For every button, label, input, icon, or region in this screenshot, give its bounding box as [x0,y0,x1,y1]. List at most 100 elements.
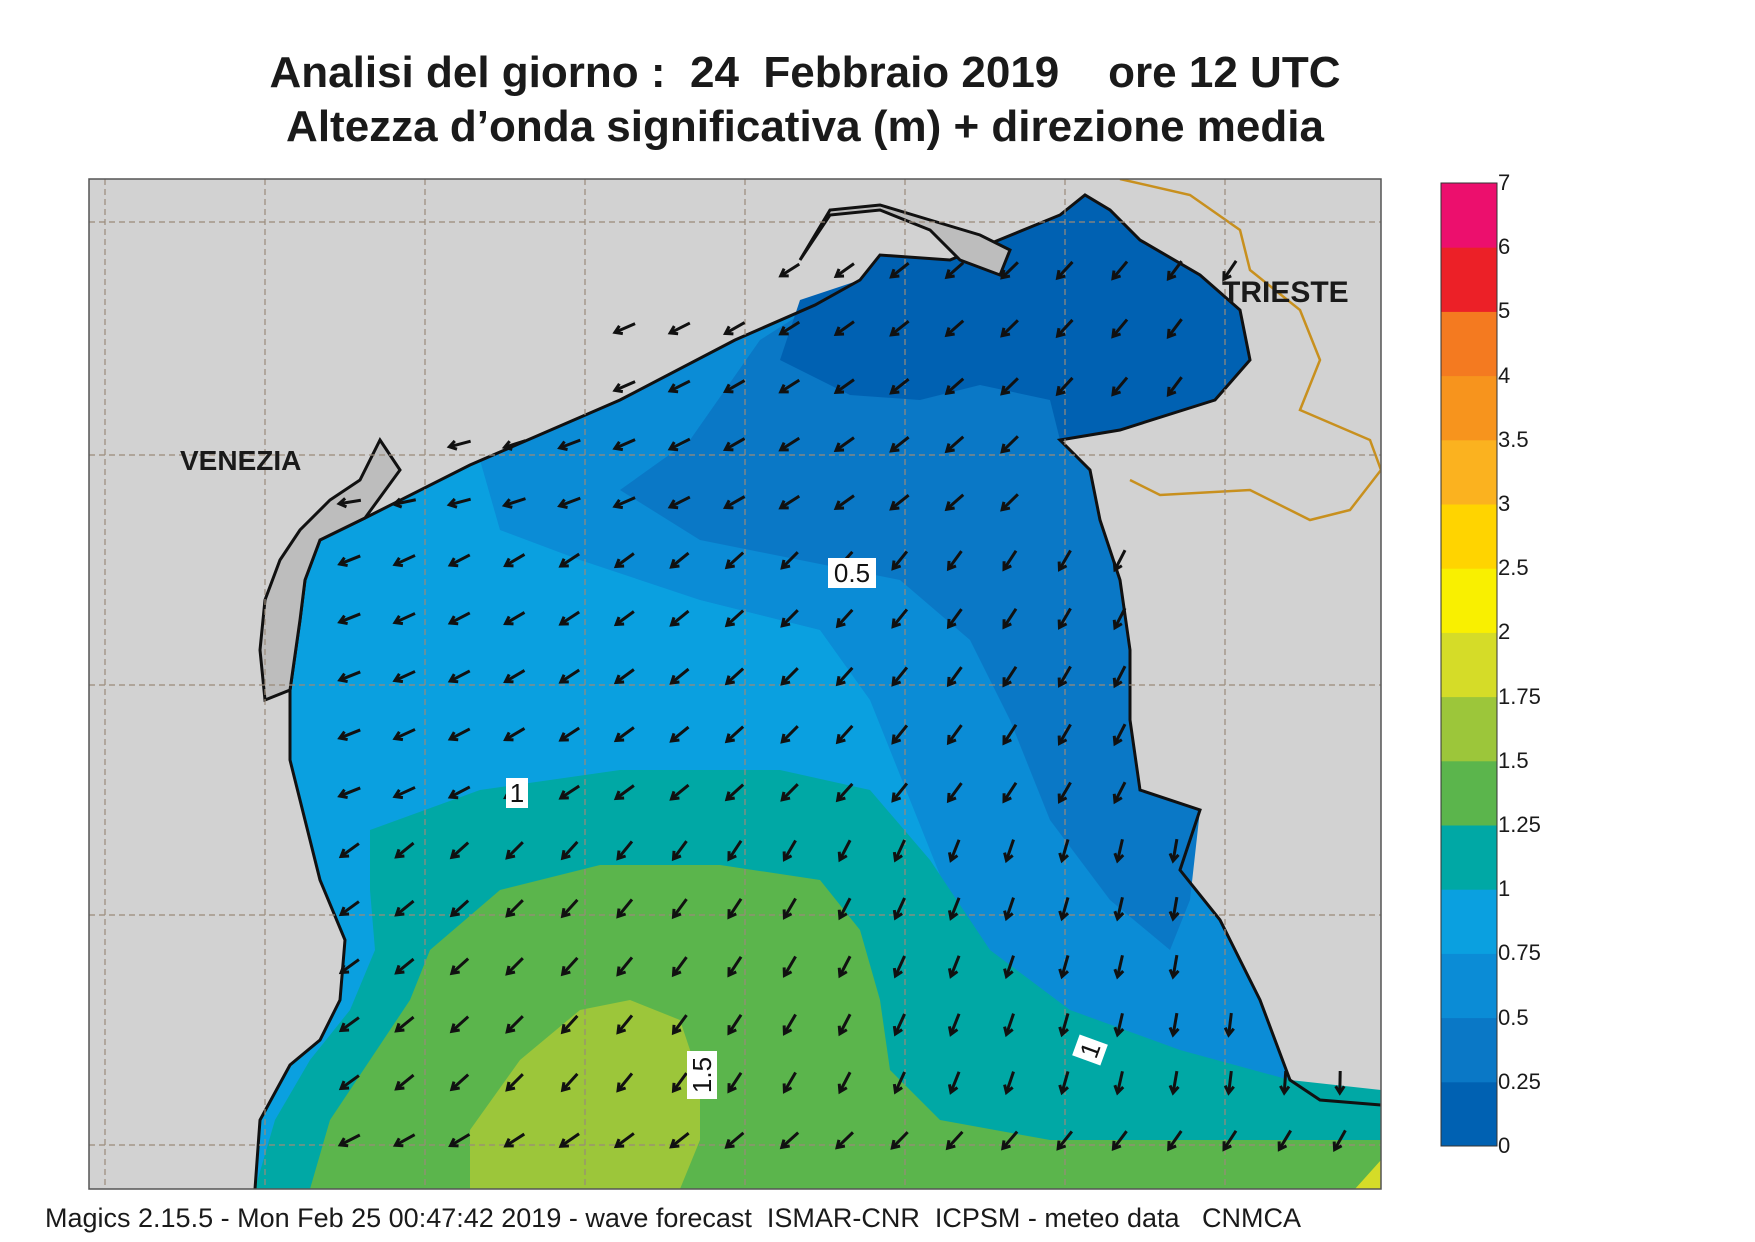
direction-arrowhead [612,382,624,394]
direction-arrow [615,668,635,684]
grado-lagoon [798,203,1012,277]
direction-arrow [669,379,691,393]
direction-arrowhead [780,791,791,802]
direction-arrow [779,436,801,452]
direction-arrowhead [392,673,404,684]
direction-arrow [949,897,961,919]
direction-arrowhead [1058,852,1069,864]
direction-arrowhead [1058,1084,1069,1096]
direction-arrow [947,724,963,744]
direction-arrowhead [778,384,789,394]
direction-arrowhead [447,673,459,684]
direction-arrowhead [1000,385,1011,396]
direction-arrow [891,666,909,686]
direction-arrowhead [779,1139,790,1150]
direction-arrow [339,612,361,624]
direction-arrow [725,783,745,801]
direction-arrow [614,322,636,334]
direction-arrow [616,956,634,976]
direction-arrow [395,841,415,859]
direction-arrow [1171,1070,1179,1094]
direction-arrowhead [616,966,627,977]
direction-arrowhead [667,325,679,336]
direction-arrowhead [338,906,350,917]
direction-arrow [614,380,636,392]
direction-arrow [894,897,906,919]
direction-arrow [504,497,526,507]
colorbar-segment [1441,1017,1497,1083]
direction-arrow [340,958,360,974]
direction-arrowhead [946,560,957,572]
direction-arrow [838,1071,852,1093]
direction-arrow [945,319,965,337]
direction-arrow [835,262,855,278]
direction-arrowhead [503,1138,514,1148]
direction-arrowhead [1003,852,1014,864]
direction-arrowhead [778,268,789,278]
direction-arrowhead [616,1082,627,1093]
direction-arrowhead [1057,793,1068,804]
direction-arrowhead [944,385,955,396]
direction-arrowhead [835,618,846,629]
direction-arrow [945,261,965,279]
svg-text:1.5: 1.5 [687,1057,717,1093]
direction-arrow [727,1013,743,1035]
direction-arrowhead [394,1080,405,1091]
direction-arrow [1060,1071,1070,1093]
direction-arrowhead [724,1139,735,1149]
direction-arrowhead [337,730,348,742]
direction-arrowhead [727,967,737,978]
direction-arrow [1171,954,1179,978]
direction-arrowhead [557,498,568,509]
direction-arrow [779,494,801,510]
direction-arrowhead [1003,1026,1014,1038]
direction-arrowhead [947,910,959,921]
direction-arrow [504,727,526,741]
direction-arrowhead [1111,270,1122,281]
direction-arrowhead [1113,968,1125,980]
direction-arrowhead [947,852,959,863]
city-label-venezia: VENEZIA [180,445,301,476]
direction-arrowhead [1002,561,1012,572]
direction-arrow [672,956,688,976]
direction-arrow [835,378,855,394]
direction-arrow [891,782,909,802]
direction-arrow [727,897,743,919]
direction-arrowhead [1057,735,1068,746]
direction-arrowhead [892,967,903,979]
direction-arrowhead [560,1082,571,1093]
direction-arrowhead [780,675,791,686]
direction-arrowhead [669,558,680,569]
direction-arrowhead [947,1026,959,1037]
direction-arrowhead [782,851,793,862]
direction-arrowhead [505,1023,516,1034]
direction-arrow [394,1133,416,1147]
direction-arrowhead [671,850,682,862]
direction-arrowhead [889,384,900,395]
colorbar-segment [1441,183,1497,248]
direction-arrowhead [557,440,568,451]
direction-arrow [779,262,801,278]
direction-arrow [615,552,635,568]
direction-arrowhead [1000,327,1011,338]
colorbar-segment [1441,953,1497,1019]
direction-arrowhead [833,500,845,511]
direction-arrowhead [392,557,404,568]
direction-arrowhead [1000,269,1011,280]
direction-arrow [395,899,415,917]
colorbar-tick-label: 1 [1498,876,1511,902]
title-line-2: Altezza d’onda significativa (m) + direz… [286,102,1324,151]
zone-175-2 [1355,1160,1381,1189]
direction-arrow [783,1013,797,1035]
direction-arrow [672,898,688,918]
direction-arrow [781,783,799,801]
direction-arrow [781,725,799,743]
colorbar-segment [1441,568,1497,633]
colorbar-segment [1441,889,1497,954]
direction-arrowhead [727,851,737,862]
direction-arrowhead [724,617,735,628]
direction-arrow [1001,261,1019,279]
direction-arrowhead [1166,386,1177,398]
direction-arrow [339,670,361,682]
direction-arrowhead [505,965,516,976]
